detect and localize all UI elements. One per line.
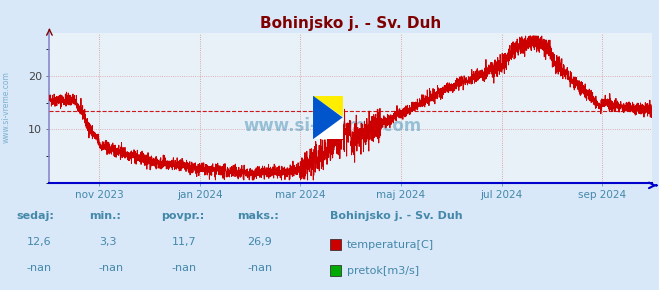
Text: Bohinjsko j. - Sv. Duh: Bohinjsko j. - Sv. Duh <box>330 211 462 221</box>
Text: www.si-vreme.com: www.si-vreme.com <box>2 71 11 143</box>
Polygon shape <box>313 96 343 139</box>
Text: 26,9: 26,9 <box>247 237 272 247</box>
Text: povpr.:: povpr.: <box>161 211 205 221</box>
Text: -nan: -nan <box>171 263 196 273</box>
Text: min.:: min.: <box>89 211 121 221</box>
Text: -nan: -nan <box>99 263 124 273</box>
Text: maks.:: maks.: <box>237 211 279 221</box>
Polygon shape <box>313 96 343 117</box>
Text: pretok[m3/s]: pretok[m3/s] <box>347 266 418 276</box>
Text: temperatura[C]: temperatura[C] <box>347 240 434 250</box>
Title: Bohinjsko j. - Sv. Duh: Bohinjsko j. - Sv. Duh <box>260 16 442 31</box>
Text: 12,6: 12,6 <box>26 237 51 247</box>
Text: www.si-vreme.com: www.si-vreme.com <box>244 117 422 135</box>
Text: -nan: -nan <box>247 263 272 273</box>
Text: -nan: -nan <box>26 263 51 273</box>
Text: sedaj:: sedaj: <box>16 211 54 221</box>
Text: 3,3: 3,3 <box>99 237 117 247</box>
Text: 11,7: 11,7 <box>171 237 196 247</box>
